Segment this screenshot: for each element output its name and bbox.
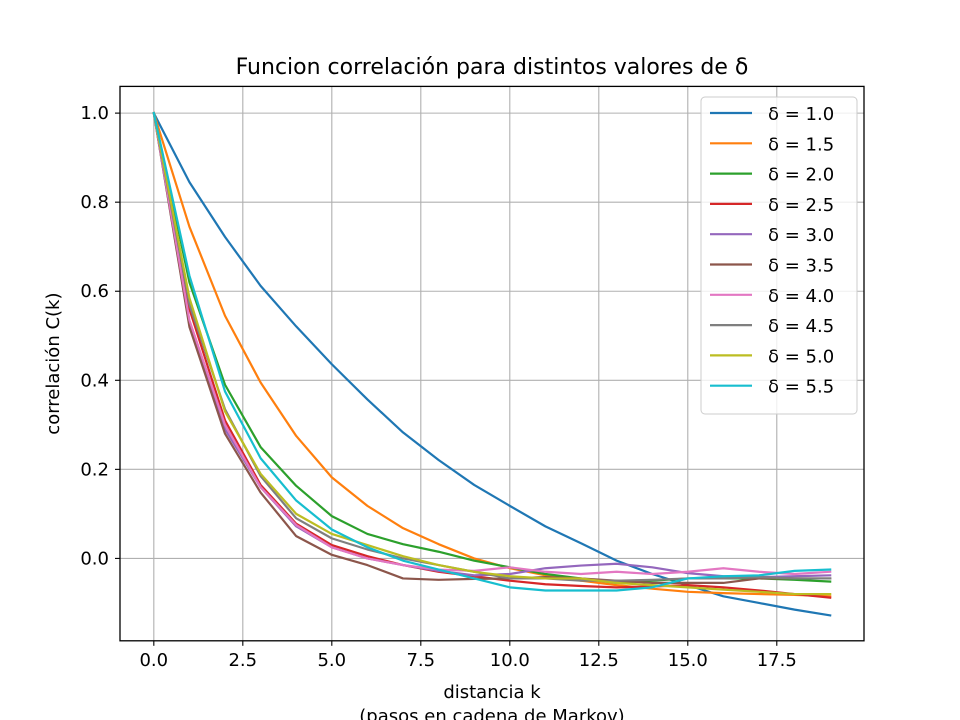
series-line — [152, 111, 832, 582]
plot-frame — [119, 85, 865, 642]
legend-label: δ = 1.5 — [768, 134, 834, 155]
x-tick-label: 12.5 — [579, 650, 619, 671]
legend-label: δ = 1.0 — [768, 104, 834, 125]
y-tick-label: 0.4 — [80, 370, 109, 391]
legend-box — [700, 96, 858, 415]
x-tick-label: 2.5 — [228, 650, 257, 671]
series-line — [152, 111, 832, 592]
series-line — [152, 111, 832, 576]
legend: δ = 1.0 δ = 1.5 δ = 2.0 δ = 2.5 δ = 3.0 δ = 3… — [700, 96, 858, 415]
series-line — [152, 111, 832, 585]
x-axis-label-secondary: (pasos en cadena de Markov) — [359, 706, 624, 720]
x-tick-label: 7.5 — [406, 650, 435, 671]
y-tick-label: 0.6 — [80, 281, 109, 302]
y-tick-label: 0.0 — [80, 548, 109, 569]
legend-label: δ = 4.5 — [768, 316, 834, 337]
y-tick-label: 1.0 — [80, 103, 109, 124]
y-tick-label: 0.8 — [80, 192, 109, 213]
legend-label: δ = 3.0 — [768, 225, 834, 246]
y-axis-label: correlación C(k) — [43, 293, 64, 435]
series-line — [152, 111, 832, 617]
x-tick-label: 15.0 — [668, 650, 708, 671]
x-axis-label: distancia k — [443, 682, 541, 703]
legend-label: δ = 5.0 — [768, 346, 834, 367]
legend-label: δ = 2.0 — [768, 165, 834, 186]
series-lines — [152, 111, 832, 617]
x-tick-label: 17.5 — [757, 650, 797, 671]
axis-ticks: 0.0 2.5 5.0 7.5 10.0 12.5 15.0 17.5 0.0 0.2 0.4 0.6… — [80, 103, 796, 671]
legend-label: δ = 4.0 — [768, 286, 834, 307]
x-tick-label: 5.0 — [317, 650, 346, 671]
x-tick-label: 10.0 — [490, 650, 530, 671]
x-tick-label: 0.0 — [139, 650, 168, 671]
legend-label: δ = 5.5 — [768, 377, 834, 398]
y-tick-label: 0.2 — [80, 459, 109, 480]
chart-title: Funcion correlación para distintos valor… — [236, 55, 749, 80]
legend-label: δ = 3.5 — [768, 256, 834, 277]
legend-label: δ = 2.5 — [768, 195, 834, 216]
series-line — [152, 111, 832, 596]
